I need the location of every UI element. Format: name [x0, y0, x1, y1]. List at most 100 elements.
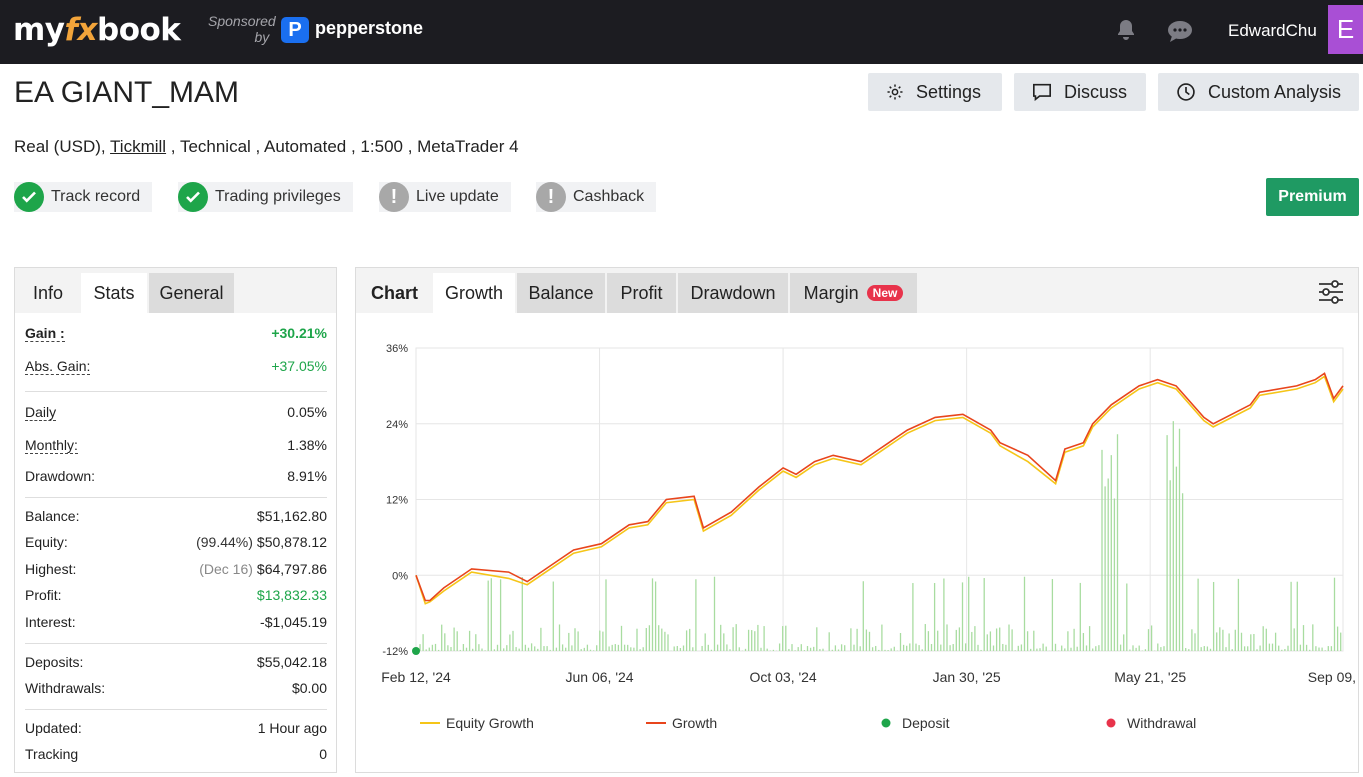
- abs-gain-row: Abs. Gain: +37.05%: [25, 356, 327, 376]
- divider: [25, 643, 327, 644]
- tab-drawdown[interactable]: Drawdown: [678, 273, 788, 313]
- profit-value: $13,832.33: [256, 587, 327, 603]
- y-tick-label: 12%: [386, 495, 408, 507]
- cashback-badge[interactable]: ! Cashback: [536, 182, 657, 212]
- discuss-button[interactable]: Discuss: [1014, 73, 1146, 111]
- highest-label: Highest:: [25, 561, 77, 577]
- gain-row: Gain : +30.21%: [25, 323, 327, 343]
- username-link[interactable]: EdwardChu: [1228, 21, 1317, 40]
- tab-growth[interactable]: Growth: [433, 273, 515, 313]
- track-record-badge[interactable]: Track record: [14, 182, 153, 212]
- y-tick-label: 24%: [386, 419, 408, 431]
- profit-label: Profit:: [25, 587, 62, 603]
- meta-prefix: Real (USD),: [14, 137, 111, 156]
- updated-row: Updated: 1 Hour ago: [25, 718, 327, 738]
- equity-label: Equity:: [25, 534, 68, 550]
- myfxbook-logo[interactable]: myfxbook: [13, 10, 181, 50]
- y-tick-label: -12%: [382, 646, 408, 658]
- x-tick-label: Oct 03, '24: [749, 669, 816, 685]
- withdrawals-label: Withdrawals:: [25, 680, 106, 696]
- highest-row: Highest: (Dec 16) $64,797.86: [25, 559, 327, 579]
- check-icon: [14, 182, 44, 212]
- drawdown-label: Drawdown:: [25, 468, 96, 484]
- tracking-row: Tracking 0: [25, 744, 327, 764]
- legend-label: Equity Growth: [446, 715, 534, 731]
- sliders-icon[interactable]: [1318, 280, 1344, 309]
- chart-panel: Chart Growth Balance Profit Drawdown Mar…: [355, 267, 1359, 773]
- withdrawals-value: $0.00: [291, 680, 327, 696]
- interest-row: Interest: -$1,045.19: [25, 612, 327, 632]
- tab-general[interactable]: General: [149, 273, 234, 313]
- logo-book: book: [97, 12, 181, 48]
- monthly-label[interactable]: Monthly:: [25, 436, 78, 454]
- equity-value-wrap: (99.44%) $50,878.12: [196, 534, 327, 550]
- deposits-value: $55,042.18: [256, 654, 327, 670]
- legend-label: Deposit: [902, 715, 950, 731]
- y-tick-label: 36%: [386, 343, 408, 355]
- drawdown-row: Drawdown: 8.91%: [25, 466, 327, 486]
- top-navbar: myfxbook Sponsored by P pepperstone Edwa…: [0, 0, 1363, 64]
- stats-tabs: Info Stats General: [15, 268, 336, 313]
- stats-panel: Info Stats General Gain : +30.21% Abs. G…: [14, 267, 337, 773]
- divider: [25, 391, 327, 392]
- premium-button[interactable]: Premium: [1266, 178, 1359, 216]
- custom-analysis-label: Custom Analysis: [1208, 81, 1342, 102]
- growth-chart[interactable]: 36% 24% 12% 0% -12% Feb 12, '24 Jun 06, '24 Oc…: [356, 313, 1358, 772]
- divider: [25, 709, 327, 710]
- growth-line: [415, 372, 1344, 602]
- live-update-badge[interactable]: ! Live update: [379, 182, 511, 212]
- tab-margin[interactable]: Margin New: [790, 273, 917, 313]
- abs-gain-label[interactable]: Abs. Gain:: [25, 357, 91, 375]
- abs-gain-value: +37.05%: [271, 358, 327, 374]
- tracking-label: Tracking: [25, 746, 79, 762]
- tab-stats[interactable]: Stats: [81, 273, 147, 313]
- chart-lines: [415, 372, 1344, 605]
- tab-profit[interactable]: Profit: [607, 273, 676, 313]
- custom-analysis-button[interactable]: Custom Analysis: [1158, 73, 1359, 111]
- x-tick-label: Sep 09, '25: [1308, 669, 1358, 685]
- interest-value: -$1,045.19: [260, 614, 327, 630]
- daily-value: 0.05%: [287, 404, 327, 420]
- drawdown-value: 8.91%: [287, 468, 327, 484]
- x-axis-ticks: Feb 12, '24 Jun 06, '24 Oct 03, '24 Jan 30,…: [381, 669, 1358, 685]
- equity-row: Equity: (99.44%) $50,878.12: [25, 532, 327, 552]
- clock-icon: [1177, 83, 1195, 101]
- daily-label[interactable]: Daily: [25, 403, 57, 421]
- monthly-row: Monthly: 1.38%: [25, 435, 327, 455]
- broker-link[interactable]: Tickmill: [110, 137, 167, 156]
- deposit-marker: [412, 647, 420, 655]
- bell-icon[interactable]: [1114, 18, 1138, 47]
- pepperstone-icon[interactable]: P: [281, 17, 309, 43]
- deposit-markers: [412, 647, 420, 655]
- interest-label: Interest:: [25, 614, 76, 630]
- tab-info[interactable]: Info: [32, 282, 64, 303]
- gain-value: +30.21%: [271, 325, 327, 341]
- y-tick-label: 0%: [392, 570, 408, 582]
- trading-privileges-badge[interactable]: Trading privileges: [178, 182, 353, 212]
- legend-dot-swatch: [1106, 718, 1116, 728]
- badge-label: Trading privileges: [215, 188, 341, 205]
- settings-label: Settings: [916, 81, 982, 102]
- volume-bars: [419, 421, 1342, 651]
- balance-label: Balance:: [25, 508, 80, 524]
- x-tick-label: Jun 06, '24: [566, 669, 634, 685]
- badge-label: Track record: [51, 188, 141, 205]
- settings-button[interactable]: Settings: [868, 73, 1002, 111]
- profit-row: Profit: $13,832.33: [25, 585, 327, 605]
- updated-label: Updated:: [25, 720, 82, 736]
- gain-label[interactable]: Gain :: [25, 324, 65, 342]
- monthly-value: 1.38%: [287, 437, 327, 453]
- pepperstone-name[interactable]: pepperstone: [315, 18, 424, 38]
- x-tick-label: May 21, '25: [1114, 669, 1186, 685]
- y-axis-ticks: 36% 24% 12% 0% -12%: [382, 343, 408, 658]
- sponsored-line1: Sponsored: [208, 13, 276, 29]
- highest-value: $64,797.86: [256, 561, 327, 577]
- tab-balance[interactable]: Balance: [517, 273, 605, 313]
- sponsored-line2: by: [254, 29, 270, 45]
- page-title: EA GIANT_MAM: [14, 76, 240, 109]
- chat-icon[interactable]: [1167, 20, 1193, 47]
- equity-percent: (99.44%): [196, 534, 253, 550]
- avatar[interactable]: E: [1328, 5, 1363, 54]
- highest-value-wrap: (Dec 16) $64,797.86: [199, 561, 327, 577]
- balance-row: Balance: $51,162.80: [25, 506, 327, 526]
